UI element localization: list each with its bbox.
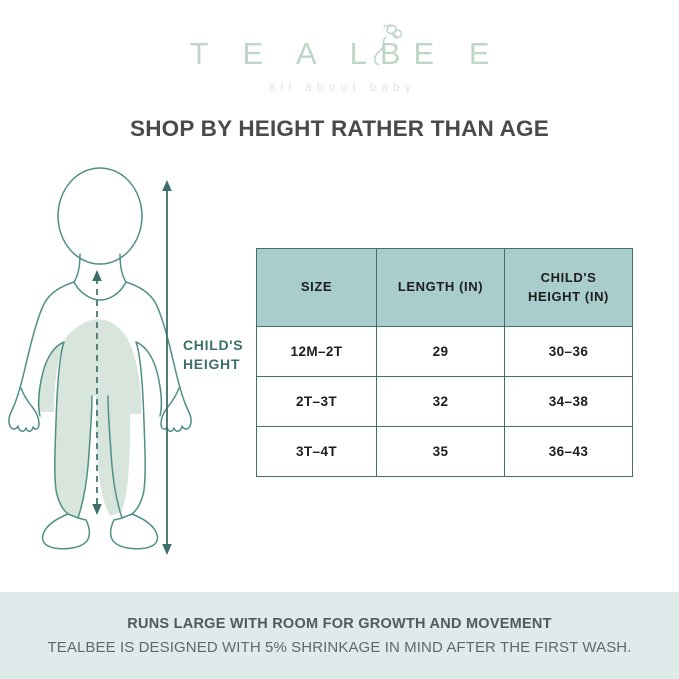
column-header-length: LENGTH (IN)	[376, 248, 505, 327]
footer-note-band: RUNS LARGE WITH ROOM FOR GROWTH AND MOVE…	[0, 592, 679, 679]
cell-childs-height: 36–43	[504, 426, 633, 477]
baby-in-romper-figure: CHILD'S HEIGHT LENGTH	[0, 150, 260, 614]
romper-fill	[38, 319, 142, 518]
childs-height-label-line-2: HEIGHT	[183, 355, 241, 372]
cell-length: 35	[376, 426, 505, 477]
wordmark-bee-letter-slot: B	[373, 24, 414, 71]
column-header-childs-height-line-2: HEIGHT (IN)	[528, 288, 609, 304]
column-header-childs-height-line-1: CHILD'S	[540, 269, 597, 285]
table-row: 3T–4T 35 36–43	[256, 426, 633, 477]
table-row: 12M–2T 29 30–36	[256, 326, 633, 377]
cell-length: 29	[376, 326, 505, 377]
brand-block: T E A L BE E all about baby	[0, 24, 679, 94]
footer-subtext: TEALBEE IS DESIGNED WITH 5% SHRINKAGE IN…	[47, 638, 632, 656]
footer-headline: RUNS LARGE WITH ROOM FOR GROWTH AND MOVE…	[127, 615, 552, 632]
length-arrow	[92, 270, 102, 515]
cell-size: 2T–3T	[256, 376, 377, 427]
size-chart-table: SIZE LENGTH (IN) CHILD'S HEIGHT (IN) 12M…	[256, 248, 633, 477]
childs-height-arrow	[162, 180, 172, 555]
childs-height-label: CHILD'S HEIGHT	[183, 336, 273, 374]
column-header-childs-height: CHILD'S HEIGHT (IN)	[504, 248, 633, 327]
wordmark-part-teal: T E A L	[189, 36, 380, 71]
cell-size: 3T–4T	[256, 426, 377, 477]
cell-length: 32	[376, 376, 505, 427]
column-header-size-line-1: SIZE	[300, 279, 333, 295]
baby-figure-svg	[8, 167, 192, 555]
wordmark-part-ee: E E	[413, 36, 503, 71]
table-header-row: SIZE LENGTH (IN) CHILD'S HEIGHT (IN)	[256, 248, 633, 327]
page-title: SHOP BY HEIGHT RATHER THAN AGE	[130, 116, 549, 141]
column-header-length-line-1: LENGTH (IN)	[397, 279, 484, 295]
table-row: 2T–3T 32 34–38	[256, 376, 633, 427]
brand-tagline: all about baby	[268, 82, 417, 94]
wordmark-part-b: B	[379, 36, 414, 71]
body-outline	[8, 167, 192, 550]
column-header-size: SIZE	[256, 248, 377, 327]
cell-size: 12M–2T	[256, 326, 377, 377]
cell-childs-height: 34–38	[504, 376, 633, 427]
size-chart-table-wrapper: SIZE LENGTH (IN) CHILD'S HEIGHT (IN) 12M…	[256, 248, 633, 477]
brand-wordmark: T E A L BE E	[176, 24, 503, 71]
childs-height-label-line-1: CHILD'S	[183, 337, 244, 353]
cell-childs-height: 30–36	[504, 326, 633, 377]
